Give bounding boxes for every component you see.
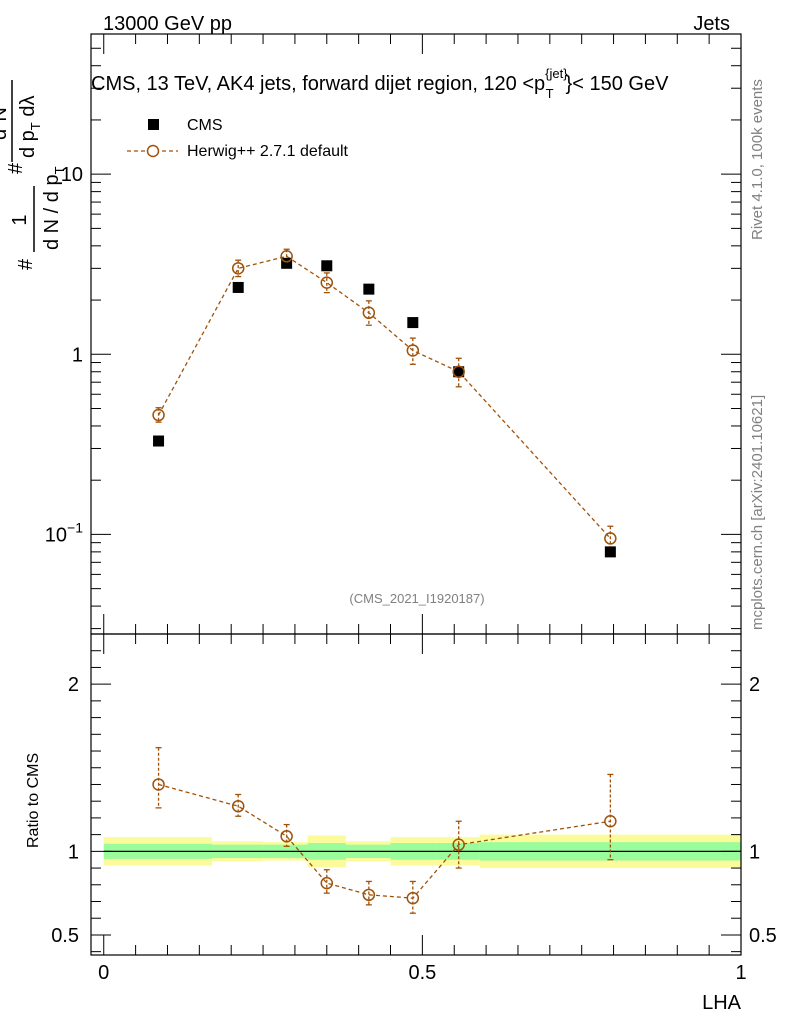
ratio-mc-point — [452, 838, 465, 851]
ratio-y-tick-label: 1 — [68, 841, 79, 863]
ratio-frame — [90, 633, 742, 956]
x-axis-label: LHA — [702, 992, 742, 1014]
legend-mc-marker — [146, 144, 160, 158]
beam-label: 13000 GeV pp — [103, 13, 232, 35]
mc-line — [157, 255, 611, 539]
ratio-y-tick-label-right: 1 — [749, 841, 760, 863]
cms-point — [407, 317, 419, 329]
ratio-mc-point — [280, 830, 293, 843]
cms-point — [321, 260, 333, 272]
legend-mc-label: Herwig++ 2.7.1 default — [187, 143, 349, 160]
legend-cms-marker — [148, 119, 159, 130]
x-tick-label: 0.5 — [408, 962, 436, 984]
mc-point — [320, 276, 334, 289]
analysis-watermark: (CMS_2021_I1920187) — [349, 591, 484, 606]
rivet-version-label: Rivet 4.1.0, 100k events — [749, 79, 766, 240]
cms-point — [453, 366, 465, 378]
ratio-mc-point — [362, 888, 376, 902]
ratio-mc-point — [320, 876, 334, 890]
mcplots-label: mcplots.cern.ch [arXiv:2401.10621] — [749, 395, 766, 630]
mc-point — [604, 532, 617, 545]
x-tick-label: 1 — [735, 962, 746, 984]
ylabel-frac1-num: 1 — [9, 214, 31, 225]
ratio-ylabel: Ratio to CMS — [25, 753, 42, 848]
y-tick-label: 10 — [61, 164, 83, 186]
process-label: Jets — [693, 13, 730, 35]
mc-point — [152, 408, 165, 422]
ratio-y-tick-label-right: 0.5 — [749, 925, 777, 947]
mc-point — [280, 250, 293, 263]
plot-title: CMS, 13 TeV, AK4 jets, forward dijet reg… — [91, 66, 669, 101]
cms-point — [153, 435, 165, 447]
ylabel-hash: # — [15, 258, 37, 270]
ylabel-frac1-den: d N / d pT — [41, 166, 67, 250]
cms-point — [363, 283, 375, 295]
y-tick-label: 10−1 — [45, 519, 83, 546]
ratio-panel: 0 0.5 10.5 0.51 12 2 — [51, 633, 777, 984]
ratio-mc-point — [604, 815, 617, 828]
ratio-mc-line — [158, 783, 611, 899]
ratio-y-tick-label-right: 2 — [749, 674, 760, 696]
cms-point — [604, 546, 616, 558]
ratio-y-tick-label: 0.5 — [51, 925, 79, 947]
y-tick-label: 1 — [72, 344, 83, 366]
mc-point — [362, 306, 376, 320]
ratio-mc-point — [152, 778, 165, 791]
x-tick-label: 0 — [98, 962, 109, 984]
ratio-y-tick-label: 2 — [68, 674, 79, 696]
ylabel-upper: # 1 d N / d pT # d2N d pT dλ # — [0, 80, 67, 270]
ylabel-frac2-num: d2N — [0, 107, 11, 140]
ylabel-hash-2: # — [5, 162, 27, 174]
ratio-mc-point — [231, 799, 245, 813]
ratio-mc-point — [406, 891, 420, 905]
mc-point — [452, 365, 465, 378]
cms-point — [281, 257, 293, 269]
legend-cms-label: CMS — [187, 117, 223, 134]
mc-point — [231, 262, 245, 275]
cms-point — [232, 281, 244, 293]
legend: CMS Herwig++ 2.7.1 default — [127, 117, 349, 160]
mc-point — [406, 344, 420, 357]
ylabel-frac2-den: d pT dλ — [17, 96, 43, 158]
